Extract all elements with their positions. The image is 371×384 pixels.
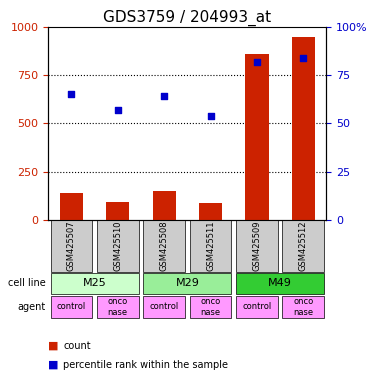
Point — [301, 55, 306, 61]
FancyBboxPatch shape — [97, 220, 139, 271]
Text: M29: M29 — [175, 278, 199, 288]
FancyBboxPatch shape — [236, 220, 278, 271]
Text: M25: M25 — [83, 278, 106, 288]
Text: cell line: cell line — [8, 278, 46, 288]
FancyBboxPatch shape — [236, 296, 278, 318]
Text: count: count — [63, 341, 91, 351]
Bar — [292, 36, 315, 220]
Text: GSM425508: GSM425508 — [160, 220, 169, 271]
FancyBboxPatch shape — [190, 296, 232, 318]
Point — [161, 93, 167, 99]
Bar — [245, 54, 269, 220]
Text: M49: M49 — [268, 278, 292, 288]
Text: ■: ■ — [48, 360, 59, 370]
FancyBboxPatch shape — [50, 273, 139, 294]
Point — [208, 113, 214, 119]
Bar — [152, 191, 176, 220]
Text: ■: ■ — [48, 341, 59, 351]
Point — [115, 107, 121, 113]
Text: onco
nase: onco nase — [108, 297, 128, 317]
FancyBboxPatch shape — [143, 273, 232, 294]
Text: control: control — [242, 303, 272, 311]
FancyBboxPatch shape — [97, 296, 139, 318]
Text: control: control — [57, 303, 86, 311]
FancyBboxPatch shape — [143, 296, 185, 318]
FancyBboxPatch shape — [236, 273, 324, 294]
Text: GSM425510: GSM425510 — [113, 220, 122, 271]
Bar — [60, 193, 83, 220]
Text: onco
nase: onco nase — [293, 297, 313, 317]
Text: GSM425512: GSM425512 — [299, 220, 308, 271]
FancyBboxPatch shape — [143, 220, 185, 271]
FancyBboxPatch shape — [282, 220, 324, 271]
FancyBboxPatch shape — [50, 296, 92, 318]
Text: control: control — [150, 303, 179, 311]
FancyBboxPatch shape — [282, 296, 324, 318]
Point — [254, 59, 260, 65]
Text: onco
nase: onco nase — [200, 297, 221, 317]
Bar — [106, 202, 129, 220]
FancyBboxPatch shape — [190, 220, 232, 271]
Text: GSM425509: GSM425509 — [252, 220, 262, 271]
Title: GDS3759 / 204993_at: GDS3759 / 204993_at — [103, 9, 272, 25]
Text: percentile rank within the sample: percentile rank within the sample — [63, 360, 228, 370]
FancyBboxPatch shape — [50, 220, 92, 271]
Point — [69, 91, 75, 98]
Text: agent: agent — [18, 302, 46, 312]
Bar — [199, 203, 222, 220]
Text: GSM425507: GSM425507 — [67, 220, 76, 271]
Text: GSM425511: GSM425511 — [206, 220, 215, 271]
